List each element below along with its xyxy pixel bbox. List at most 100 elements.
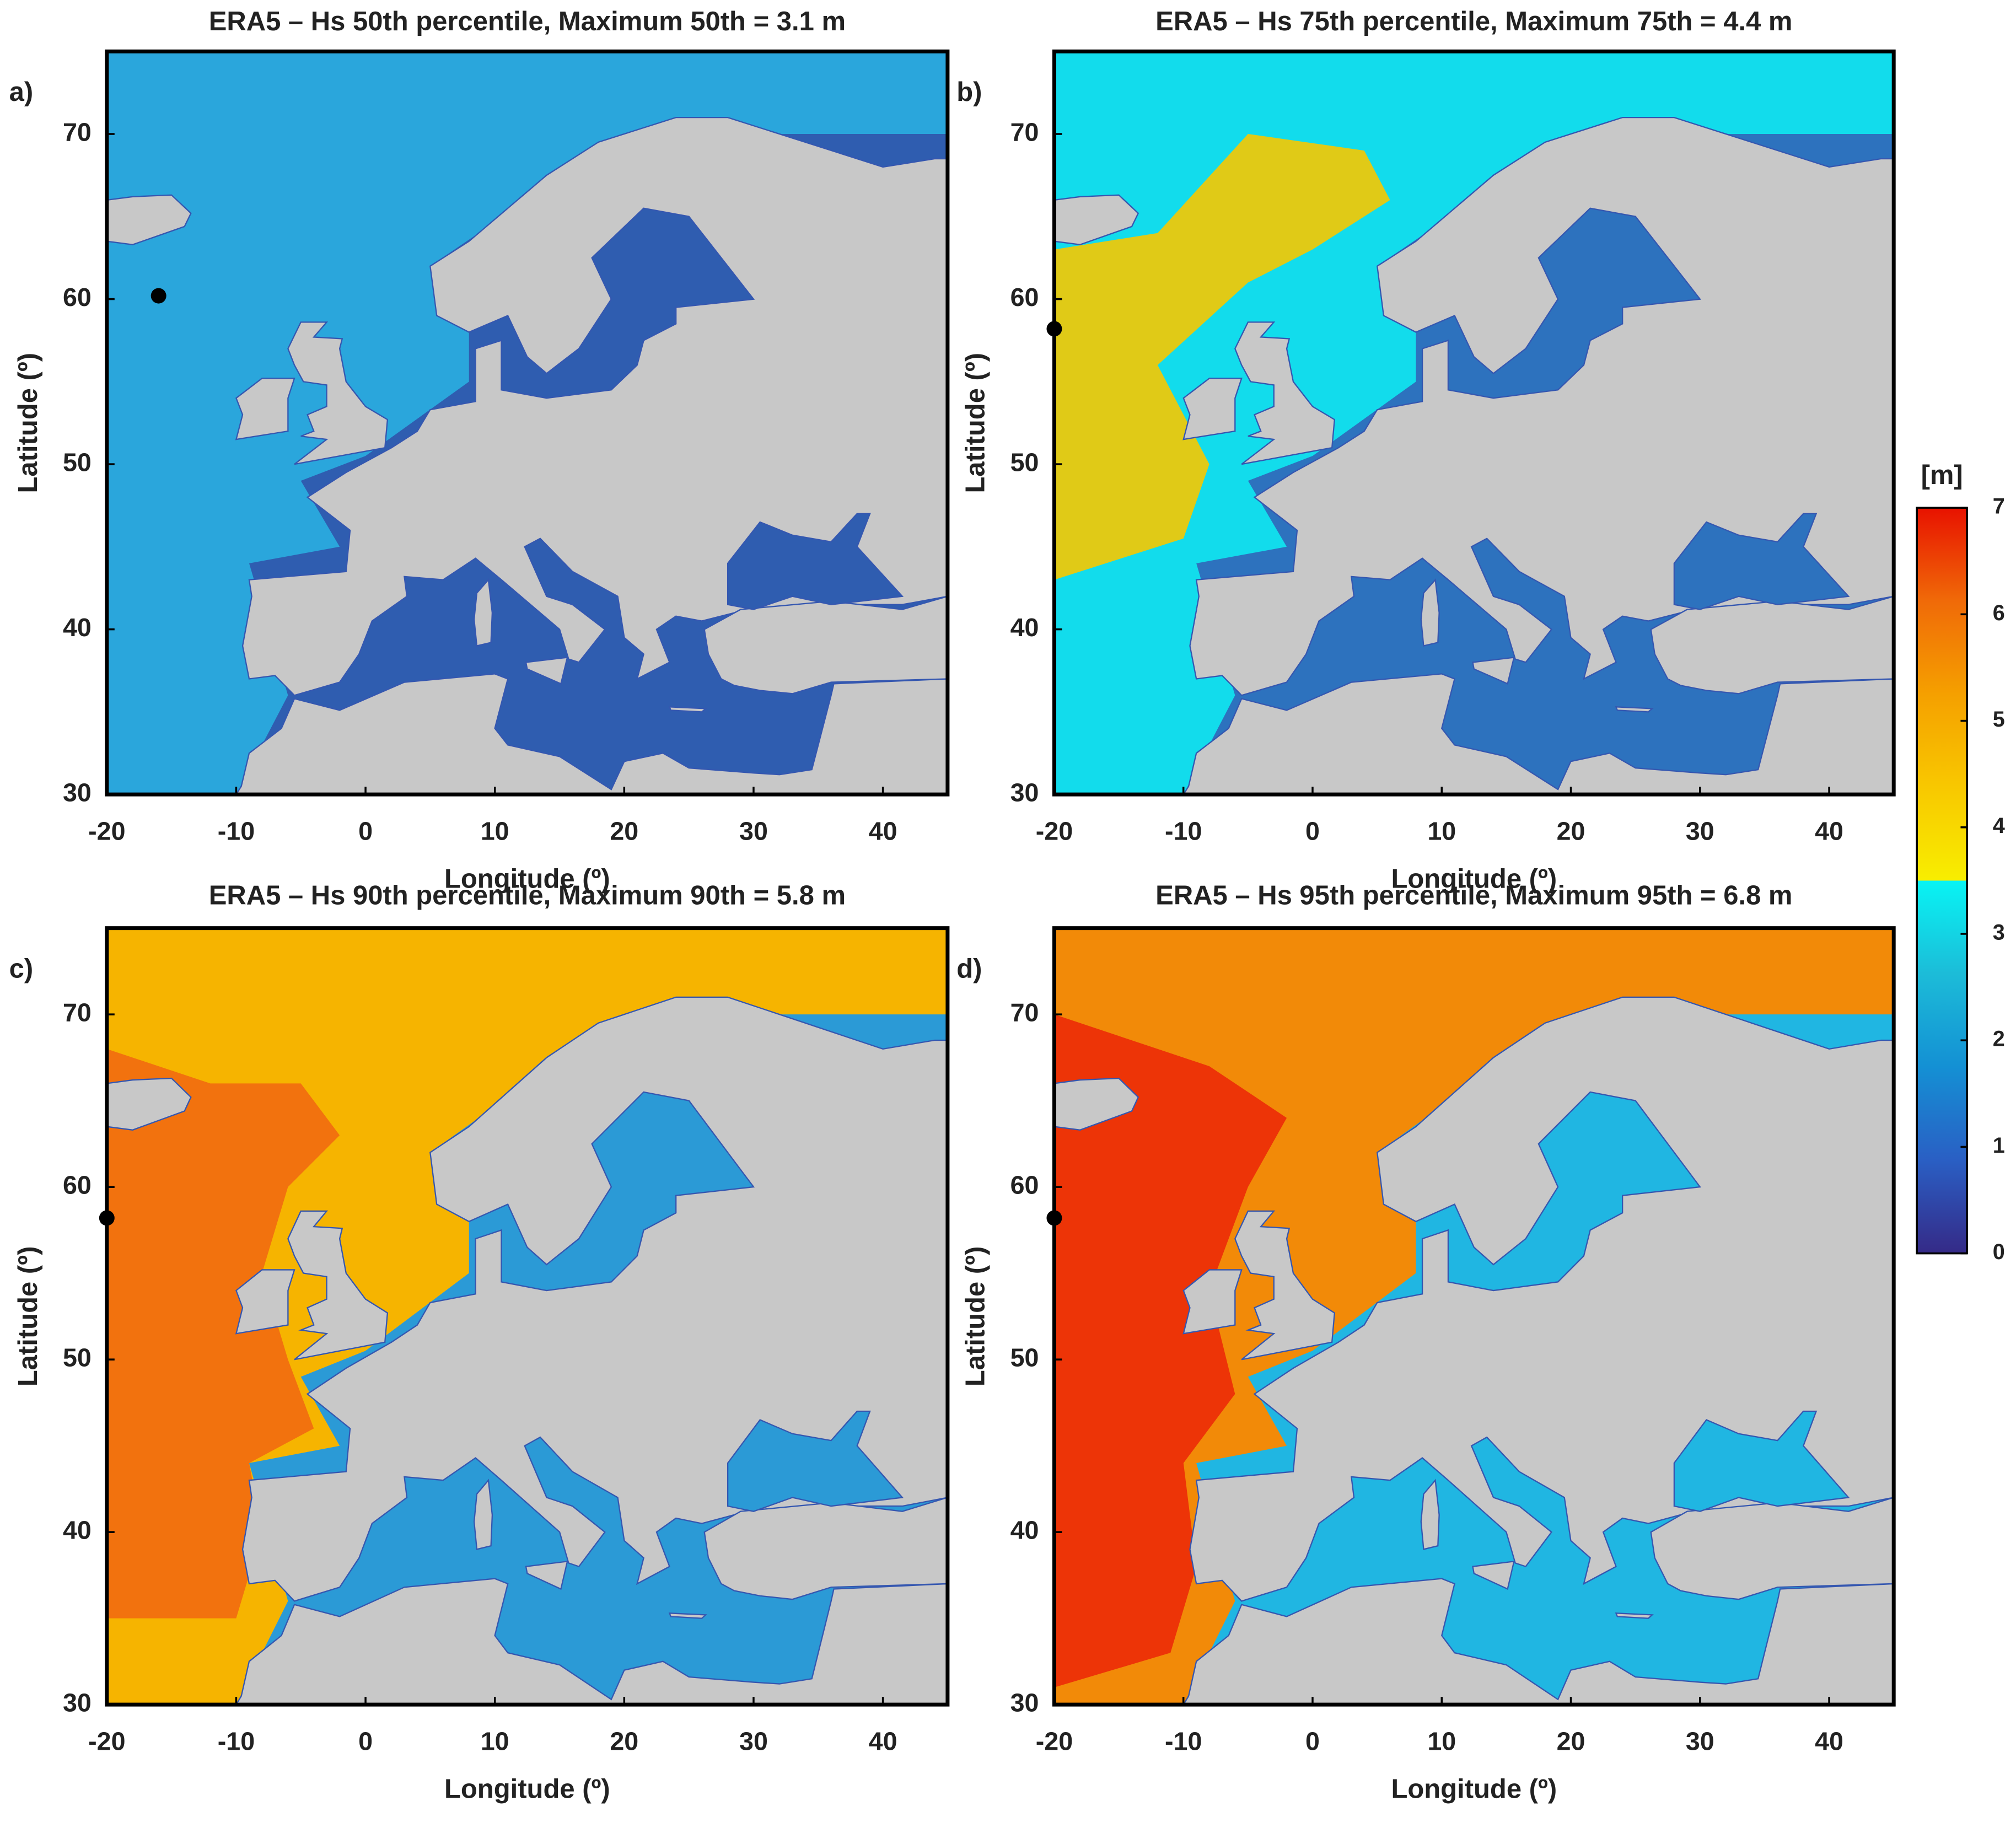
x-tick-label: 40 <box>869 816 897 845</box>
high-wave-zone <box>1054 1014 1287 1687</box>
map-panel: -20 -10 0 10 20 30 40 30 40 50 60 70 ERA5 – Hs 75th … <box>956 7 1896 894</box>
x-tick-label: -20 <box>88 816 125 845</box>
x-tick-label: -10 <box>1165 1727 1202 1755</box>
panel-title: ERA5 – Hs 50th percentile, Maximum 50th … <box>209 7 846 36</box>
land <box>1615 1612 1654 1619</box>
land <box>1420 1478 1440 1550</box>
plot-frame <box>1052 49 1896 797</box>
x-tick-label: 40 <box>1815 816 1843 845</box>
x-tick-label: 10 <box>481 816 509 845</box>
plot-frame <box>1052 926 1896 1707</box>
y-tick-label: 60 <box>1010 283 1039 311</box>
land <box>703 595 948 695</box>
map-panel: -20 -10 0 10 20 30 40 30 40 50 60 70 ERA5 – Hs 90th … <box>9 881 950 1804</box>
land <box>473 1478 493 1550</box>
open-ocean <box>106 51 948 795</box>
land <box>1182 673 1894 795</box>
map-area <box>1054 928 1894 1705</box>
land <box>235 673 948 795</box>
y-tick-label: 30 <box>63 778 92 807</box>
black-sea <box>1673 513 1850 610</box>
land <box>1054 1077 1139 1131</box>
black-sea <box>727 1410 904 1512</box>
panel-title: ERA5 – Hs 75th percentile, Maximum 75th … <box>1155 7 1792 36</box>
land <box>1650 595 1894 695</box>
x-tick-label: 30 <box>1686 816 1714 845</box>
y-axis-label: Latitude (º) <box>13 353 43 493</box>
colorbar-tick-label: 4 <box>1993 814 2005 838</box>
x-tick-label: 30 <box>739 816 768 845</box>
map-panel: -20 -10 0 10 20 30 40 30 40 50 60 70 ERA5 – Hs 95th … <box>956 881 1896 1804</box>
black-sea <box>1673 1410 1850 1512</box>
x-tick-label: -10 <box>1165 816 1202 845</box>
y-axis-label: Latitude (º) <box>13 1246 43 1387</box>
x-tick-label: 20 <box>1557 1727 1585 1755</box>
map-area <box>1054 51 1894 795</box>
land <box>235 1269 295 1335</box>
x-tick-label: 10 <box>1427 1727 1456 1755</box>
x-axis-label: Longitude (º) <box>1391 1774 1557 1804</box>
x-tick-label: 10 <box>1427 816 1456 845</box>
y-tick-label: 30 <box>63 1688 92 1717</box>
maximum-point <box>1046 321 1062 337</box>
colorbar-tick-label: 7 <box>1993 494 2005 519</box>
y-tick-label: 30 <box>1010 778 1039 807</box>
y-tick-label: 50 <box>1010 448 1039 476</box>
colorbar-tick-label: 2 <box>1993 1027 2005 1051</box>
x-axis-label: Longitude (º) <box>444 864 610 894</box>
map-area <box>106 51 948 795</box>
land <box>1615 706 1654 713</box>
x-tick-label: 30 <box>739 1727 768 1755</box>
y-tick-label: 40 <box>1010 1515 1039 1544</box>
land <box>668 706 707 713</box>
maximum-point <box>99 1210 115 1226</box>
land <box>1472 1560 1515 1590</box>
land <box>106 194 192 245</box>
y-tick-label: 40 <box>63 1515 92 1544</box>
plot-frame <box>105 926 950 1707</box>
x-tick-label: 10 <box>481 1727 509 1755</box>
maximum-point <box>1046 1210 1062 1226</box>
y-tick-label: 40 <box>1010 613 1039 642</box>
x-axis-label: Longitude (º) <box>444 1774 610 1804</box>
x-tick-label: 0 <box>1305 1727 1320 1755</box>
x-tick-label: -20 <box>1036 1727 1073 1755</box>
x-tick-label: 20 <box>1557 816 1585 845</box>
y-tick-label: 70 <box>63 998 92 1026</box>
x-tick-label: 40 <box>869 1727 897 1755</box>
high-wave-zone <box>1054 133 1390 580</box>
y-tick-label: 70 <box>1010 998 1039 1026</box>
high-wave-zone <box>106 1049 340 1619</box>
y-axis-label: Latitude (º) <box>960 1246 990 1387</box>
land <box>1182 1269 1243 1335</box>
y-tick-label: 70 <box>1010 117 1039 146</box>
black-sea <box>727 513 904 610</box>
y-tick-label: 50 <box>63 1343 92 1372</box>
panel-letter: c) <box>9 954 34 984</box>
y-tick-label: 60 <box>63 1170 92 1199</box>
land <box>1420 578 1440 647</box>
colorbar-label: [m] <box>1921 460 1963 490</box>
land <box>287 321 389 465</box>
panel-title: ERA5 – Hs 95th percentile, Maximum 95th … <box>1155 881 1792 911</box>
y-tick-label: 70 <box>63 117 92 146</box>
colorbar-tick-label: 1 <box>1993 1133 2005 1158</box>
land <box>235 1578 948 1705</box>
x-tick-label: 20 <box>610 1727 638 1755</box>
land <box>1182 378 1243 440</box>
x-tick-label: 20 <box>610 816 638 845</box>
y-axis-label: Latitude (º) <box>960 353 990 493</box>
panel-letter: a) <box>9 77 34 107</box>
land <box>525 1560 568 1590</box>
panel-title: ERA5 – Hs 90th percentile, Maximum 90th … <box>209 881 846 911</box>
colorbar-tick-label: 6 <box>1993 601 2005 625</box>
x-tick-label: -10 <box>218 1727 255 1755</box>
land <box>703 1497 948 1600</box>
x-tick-label: 30 <box>1686 1727 1714 1755</box>
land <box>1182 1578 1894 1705</box>
land <box>235 378 295 440</box>
maximum-point <box>150 288 166 304</box>
colorbar-tick-label: 0 <box>1993 1240 2005 1264</box>
y-tick-label: 60 <box>63 283 92 311</box>
